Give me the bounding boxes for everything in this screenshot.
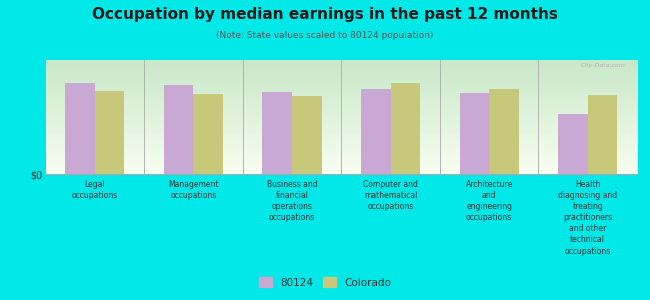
Bar bbox=[292, 97, 322, 174]
Bar bbox=[489, 88, 519, 174]
Bar bbox=[194, 94, 223, 174]
Text: City-Data.com: City-Data.com bbox=[580, 63, 625, 68]
Text: Health
diagnosing and
treating
practitioners
and other
technical
occupations: Health diagnosing and treating practitio… bbox=[558, 180, 618, 256]
Bar bbox=[558, 114, 588, 174]
Bar bbox=[391, 83, 420, 174]
Text: Legal
occupations: Legal occupations bbox=[72, 180, 118, 200]
Bar bbox=[65, 83, 95, 174]
Text: Architecture
and
engineering
occupations: Architecture and engineering occupations bbox=[465, 180, 513, 222]
Bar bbox=[588, 95, 618, 174]
Text: Management
occupations: Management occupations bbox=[168, 180, 218, 200]
Text: Occupation by median earnings in the past 12 months: Occupation by median earnings in the pas… bbox=[92, 8, 558, 22]
Bar bbox=[95, 91, 124, 174]
Text: (Note: State values scaled to 80124 population): (Note: State values scaled to 80124 popu… bbox=[216, 32, 434, 40]
Text: Business and
financial
operations
occupations: Business and financial operations occupa… bbox=[266, 180, 317, 222]
Text: Computer and
mathematical
occupations: Computer and mathematical occupations bbox=[363, 180, 418, 211]
Bar bbox=[263, 92, 292, 174]
Bar bbox=[361, 88, 391, 174]
Legend: 80124, Colorado: 80124, Colorado bbox=[255, 273, 395, 292]
Bar bbox=[460, 93, 489, 174]
Bar bbox=[164, 85, 194, 174]
